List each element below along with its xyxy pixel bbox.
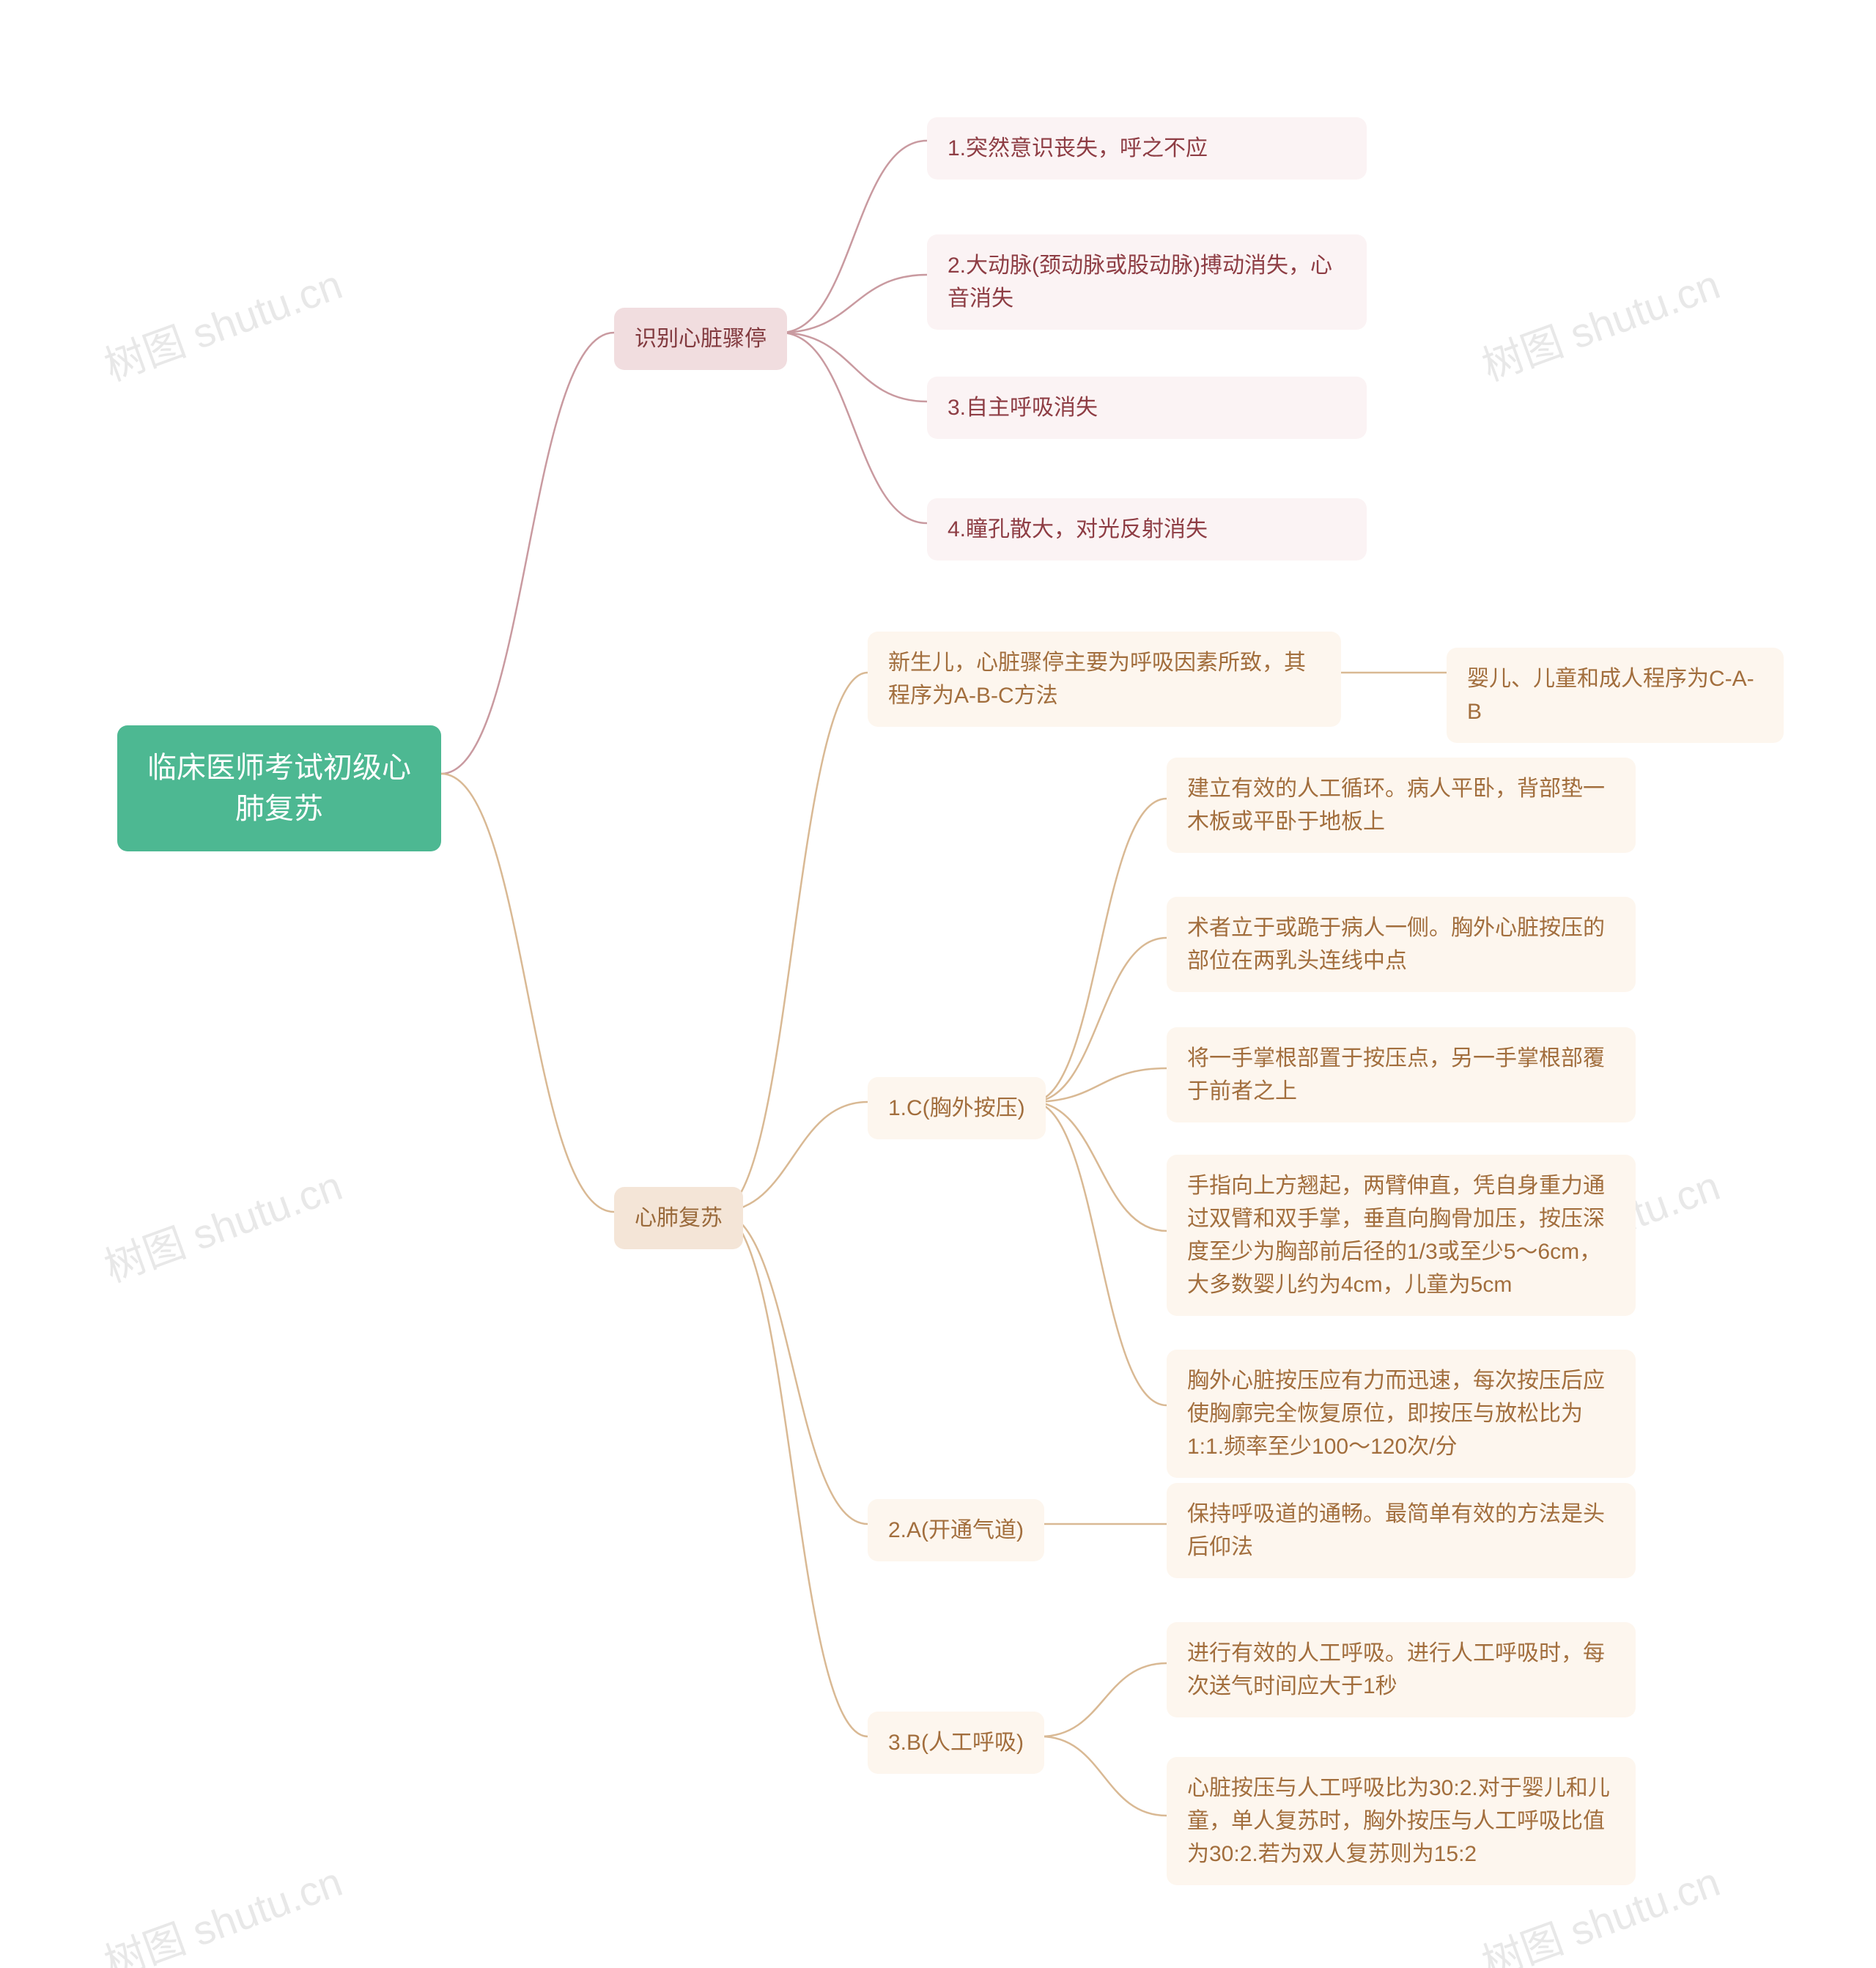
cpr-c-item-3: 将一手掌根部置于按压点，另一手掌根部覆于前者之上 [1167,1027,1636,1122]
cpr-c-item-2: 术者立于或跪于病人一侧。胸外心脏按压的部位在两乳头连线中点 [1167,897,1636,992]
recognize-item-2: 2.大动脉(颈动脉或股动脉)搏动消失，心音消失 [927,234,1367,330]
cpr-b-item-1: 进行有效的人工呼吸。进行人工呼吸时，每次送气时间应大于1秒 [1167,1622,1636,1717]
cpr-a-item-1: 保持呼吸道的通畅。最简单有效的方法是头后仰法 [1167,1483,1636,1578]
watermark: 树图 shutu.cn [95,252,350,393]
branch-recognize: 识别心脏骤停 [614,308,787,370]
recognize-item-4: 4.瞳孔散大，对光反射消失 [927,498,1367,561]
cpr-c-item-5: 胸外心脏按压应有力而迅速，每次按压后应使胸廓完全恢复原位，即按压与放松比为1:1… [1167,1350,1636,1478]
cpr-a-label: 2.A(开通气道) [868,1499,1044,1561]
branch-cpr: 心肺复苏 [614,1187,743,1249]
watermark: 树图 shutu.cn [95,1153,350,1294]
cpr-newborn-child: 婴儿、儿童和成人程序为C-A-B [1447,648,1784,743]
watermark: 树图 shutu.cn [95,1849,350,1968]
cpr-c-item-4: 手指向上方翘起，两臂伸直，凭自身重力通过双臂和双手掌，垂直向胸骨加压，按压深度至… [1167,1155,1636,1316]
root-node: 临床医师考试初级心肺复苏 [117,725,441,851]
cpr-b-label: 3.B(人工呼吸) [868,1712,1044,1774]
cpr-b-item-2: 心脏按压与人工呼吸比为30:2.对于婴儿和儿童，单人复苏时，胸外按压与人工呼吸比… [1167,1757,1636,1885]
cpr-newborn: 新生儿，心脏骤停主要为呼吸因素所致，其程序为A-B-C方法 [868,632,1341,727]
watermark: 树图 shutu.cn [1473,252,1727,393]
recognize-item-3: 3.自主呼吸消失 [927,377,1367,439]
cpr-c-label: 1.C(胸外按压) [868,1077,1046,1139]
cpr-c-item-1: 建立有效的人工循环。病人平卧，背部垫一木板或平卧于地板上 [1167,758,1636,853]
recognize-item-1: 1.突然意识丧失，呼之不应 [927,117,1367,180]
